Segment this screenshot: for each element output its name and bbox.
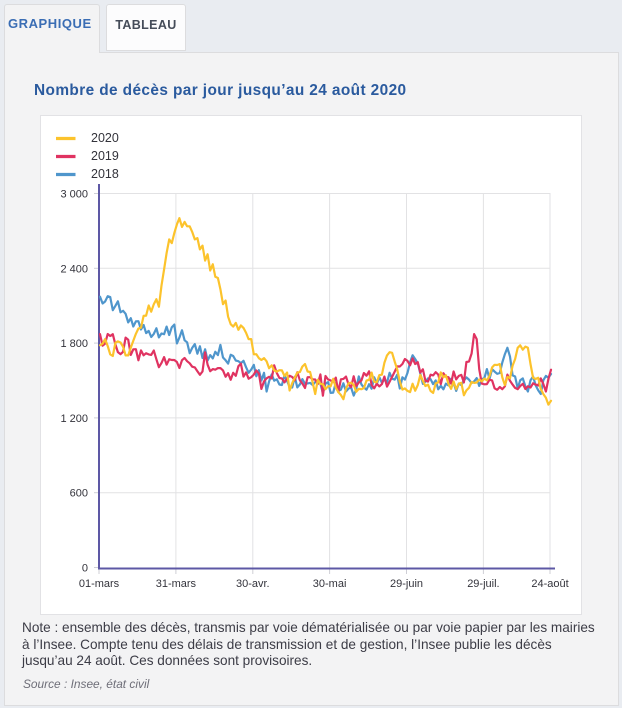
svg-text:600: 600 (70, 488, 88, 500)
svg-text:29-juin: 29-juin (390, 578, 423, 590)
svg-text:31-mars: 31-mars (156, 578, 197, 590)
svg-text:29-juil.: 29-juil. (467, 578, 499, 590)
svg-text:1 800: 1 800 (60, 338, 88, 350)
svg-text:0: 0 (82, 563, 88, 575)
svg-text:2020: 2020 (91, 131, 119, 145)
svg-text:30-avr.: 30-avr. (236, 578, 270, 590)
svg-text:3 000: 3 000 (60, 189, 88, 201)
svg-text:2019: 2019 (91, 149, 119, 163)
svg-text:2 400: 2 400 (60, 263, 88, 275)
svg-text:24-août: 24-août (531, 578, 568, 590)
svg-text:2018: 2018 (91, 167, 119, 181)
svg-text:1 200: 1 200 (60, 413, 88, 425)
svg-text:01-mars: 01-mars (79, 578, 120, 590)
svg-text:30-mai: 30-mai (313, 578, 347, 590)
